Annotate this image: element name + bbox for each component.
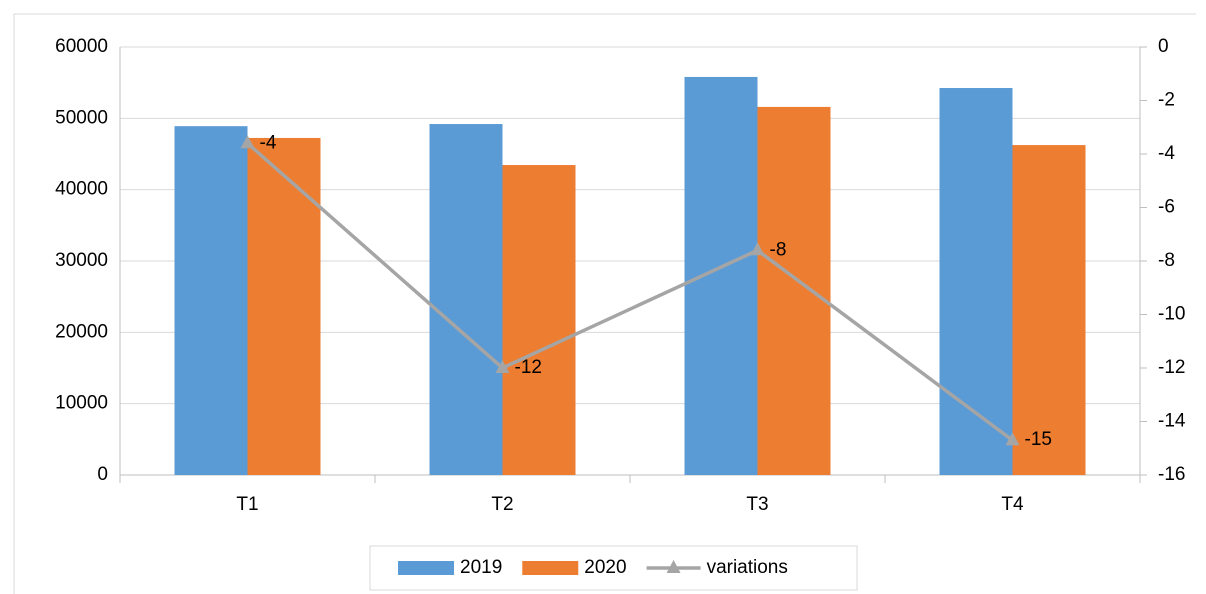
line-marker [750, 242, 765, 256]
line-marker [495, 360, 510, 373]
y2-tick-label: -6 [1158, 197, 1175, 218]
y-tick-label: 30000 [55, 250, 108, 271]
bar [174, 126, 248, 476]
bar [757, 106, 831, 476]
x-tick-label: T1 [236, 494, 258, 515]
data-label: -15 [1025, 429, 1052, 450]
legend-swatch [522, 561, 579, 575]
legend-marker [666, 560, 681, 573]
y-tick-label: 40000 [55, 179, 108, 200]
y-tick-label: 60000 [55, 36, 108, 57]
data-label: -12 [515, 357, 542, 378]
y2-tick-label: -12 [1158, 357, 1185, 378]
y2-tick-label: -8 [1158, 250, 1175, 271]
y2-tick-label: 0 [1158, 36, 1169, 57]
bar [939, 88, 1013, 476]
chart-frame [13, 13, 1196, 594]
y-tick-label: 10000 [55, 393, 108, 414]
y2-tick-label: -4 [1158, 143, 1175, 164]
data-label: -8 [770, 239, 787, 260]
bar [429, 124, 503, 475]
y2-tick-label: -10 [1158, 304, 1185, 325]
line [246, 141, 1014, 442]
y-tick-label: 20000 [55, 321, 108, 342]
y2-tick-label: -2 [1158, 90, 1175, 111]
x-tick-label: T2 [491, 494, 513, 515]
bar [684, 76, 758, 476]
line-marker [240, 135, 255, 149]
y2-tick-label: -16 [1158, 464, 1185, 485]
y2-tick-label: -14 [1158, 411, 1186, 432]
legend-label: 2019 [460, 557, 502, 578]
legend-label: 2020 [584, 557, 626, 578]
bar [1012, 145, 1086, 476]
bar [247, 137, 321, 475]
y-tick-label: 0 [97, 464, 108, 485]
legend-label: variations [707, 557, 788, 578]
x-tick-label: T3 [746, 494, 768, 515]
y-tick-label: 50000 [55, 107, 108, 128]
x-tick-label: T4 [1001, 494, 1024, 515]
legend-swatch [398, 561, 454, 575]
data-label: -4 [260, 132, 277, 153]
line-marker [1005, 432, 1020, 446]
bar [502, 165, 576, 475]
